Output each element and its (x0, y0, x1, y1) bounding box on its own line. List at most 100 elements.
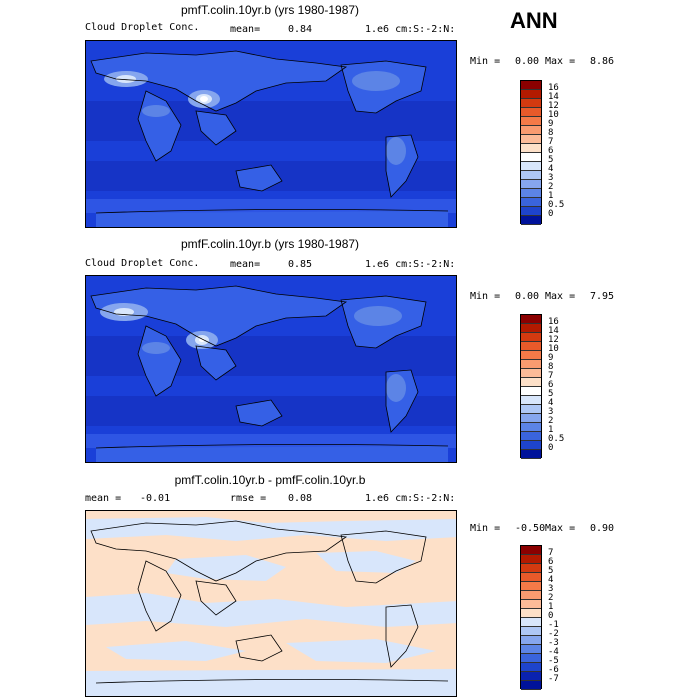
world-map-experiment (86, 276, 456, 462)
colorbar (520, 80, 542, 225)
colorbar-tick-label: 5 (548, 566, 554, 576)
colorbar-swatch (521, 573, 541, 582)
colorbar-swatch (521, 324, 541, 333)
colorbar-tick-label: 0 (548, 443, 554, 453)
max-label: Max = (545, 523, 576, 534)
colorbar-tick-label: 2 (548, 593, 554, 603)
colorbar-tick-label: -7 (548, 674, 559, 684)
colorbar (520, 314, 542, 459)
colorbar-tick-label: 14 (548, 326, 559, 336)
map-panel-3 (85, 510, 457, 697)
colorbar-tick-label: 4 (548, 398, 554, 408)
colorbar-swatch (521, 405, 541, 414)
colorbar-swatch (521, 609, 541, 618)
colorbar-swatch (521, 423, 541, 432)
mean-value: 0.84 (288, 24, 313, 35)
max-label: Max = (545, 291, 576, 302)
colorbar-tick-label: 14 (548, 92, 559, 102)
colorbar-swatch (521, 162, 541, 171)
colorbar-tick-label: 4 (548, 164, 554, 174)
colorbar-tick-label: 1 (548, 425, 554, 435)
units-label: 1.e6 cm:S:-2:N: (365, 259, 456, 270)
colorbar-swatch (521, 207, 541, 216)
colorbar-tick-label: 8 (548, 128, 554, 138)
colorbar-swatch (521, 333, 541, 342)
panel-title: pmfT.colin.10yr.b (yrs 1980-1987) (180, 3, 360, 17)
min-label: Min = (470, 291, 501, 302)
min-value: -0.50 (515, 523, 546, 534)
mean-label: mean = (85, 493, 122, 504)
colorbar-swatch (521, 432, 541, 441)
units-label: 1.e6 cm:S:-2:N: (365, 24, 456, 35)
colorbar-swatch (521, 654, 541, 663)
colorbar-swatch (521, 180, 541, 189)
colorbar-swatch (521, 591, 541, 600)
field-label: Cloud Droplet Conc. (85, 22, 200, 33)
colorbar-tick-label: 4 (548, 575, 554, 585)
panel-title: pmfT.colin.10yr.b - pmfF.colin.10yr.b (174, 473, 366, 487)
max-value: 0.90 (590, 523, 615, 534)
colorbar-tick-label: 10 (548, 110, 559, 120)
colorbar-swatch (521, 351, 541, 360)
colorbar-swatch (521, 582, 541, 591)
colorbar-tick-label: 0.5 (548, 434, 565, 444)
mean-value: -0.01 (140, 493, 171, 504)
mean-label: mean= (230, 24, 261, 35)
colorbar-tick-label: 5 (548, 155, 554, 165)
colorbar-tick-label: 7 (548, 548, 554, 558)
colorbar-tick-label: -2 (548, 629, 559, 639)
colorbar-swatch (521, 108, 541, 117)
colorbar-swatch (521, 450, 541, 459)
map-panel-2 (85, 275, 457, 463)
colorbar-swatch (521, 315, 541, 324)
colorbar-tick-label: 0 (548, 209, 554, 219)
colorbar-swatch (521, 117, 541, 126)
rmse-value: 0.08 (288, 493, 313, 504)
colorbar-swatch (521, 396, 541, 405)
colorbar-labels: 7 6 5 4 3 2 1 0 -1 -2 -3 -4 -5 -6 -7 (548, 545, 588, 689)
colorbar-swatch (521, 369, 541, 378)
colorbar-tick-label: 6 (548, 380, 554, 390)
colorbar-swatch (521, 441, 541, 450)
colorbar-swatch (521, 564, 541, 573)
colorbar-tick-label: 3 (548, 584, 554, 594)
colorbar-tick-label: 1 (548, 602, 554, 612)
max-value: 7.95 (590, 291, 615, 302)
colorbar-tick-label: 2 (548, 182, 554, 192)
mean-label: mean= (230, 259, 261, 270)
colorbar-swatch (521, 414, 541, 423)
colorbar-tick-label: 6 (548, 146, 554, 156)
colorbar-labels: 16 14 12 10 9 8 7 6 5 4 3 2 1 0.5 0 (548, 80, 588, 224)
colorbar-tick-label: 10 (548, 344, 559, 354)
colorbar-swatch (521, 171, 541, 180)
colorbar-swatch (521, 153, 541, 162)
colorbar-tick-label: 16 (548, 317, 559, 327)
colorbar-tick-label: 3 (548, 407, 554, 417)
colorbar-swatch (521, 600, 541, 609)
colorbar-swatch (521, 645, 541, 654)
colorbar-swatch (521, 663, 541, 672)
season-label: ANN (510, 8, 558, 33)
colorbar-swatch (521, 387, 541, 396)
colorbar-swatch (521, 378, 541, 387)
colorbar-swatch (521, 198, 541, 207)
colorbar-swatch (521, 627, 541, 636)
colorbar-tick-label: 3 (548, 173, 554, 183)
colorbar-swatch (521, 81, 541, 90)
colorbar-swatch (521, 546, 541, 555)
units-label: 1.e6 cm:S:-2:N: (365, 493, 456, 504)
colorbar-tick-label: 5 (548, 389, 554, 399)
colorbar-tick-label: 0 (548, 611, 554, 621)
colorbar-tick-label: -4 (548, 647, 559, 657)
colorbar-swatch (521, 636, 541, 645)
colorbar-tick-label: 7 (548, 137, 554, 147)
min-value: 0.00 (515, 291, 540, 302)
colorbar-tick-label: 12 (548, 335, 559, 345)
colorbar-tick-label: 9 (548, 353, 554, 363)
colorbar-tick-label: -3 (548, 638, 559, 648)
world-map-difference (86, 511, 456, 696)
colorbar-tick-label: 6 (548, 557, 554, 567)
colorbar-tick-label: 9 (548, 119, 554, 129)
map-panel-1 (85, 40, 457, 228)
max-label: Max = (545, 56, 576, 67)
